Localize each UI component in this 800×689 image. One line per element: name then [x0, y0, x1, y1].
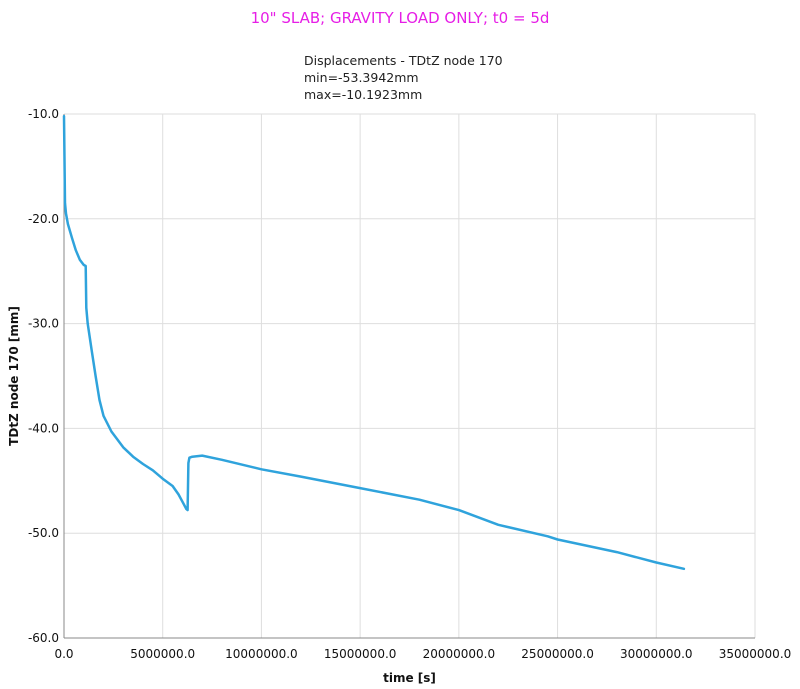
- y-tick-label: -10.0: [28, 107, 59, 121]
- series-line-tdtz-node-170: [62, 114, 686, 571]
- page-title: 10" SLAB; GRAVITY LOAD ONLY; t0 = 5d: [250, 9, 550, 27]
- y-tick-label: -60.0: [28, 631, 59, 645]
- grid-layer: [63, 113, 756, 639]
- x-axis-label: time [s]: [383, 671, 436, 685]
- y-tick-label: -50.0: [28, 526, 59, 540]
- chart-min-label: min=-53.3942mm: [304, 70, 419, 85]
- y-tick-label: -40.0: [28, 421, 59, 435]
- axes-layer: [63, 114, 755, 639]
- x-tick-labels: 0.0 5000000.0 10000000.0 15000000.0 20000000…: [54, 647, 791, 661]
- chart-title: Displacements - TDtZ node 170: [304, 53, 503, 68]
- y-tick-label: -20.0: [28, 212, 59, 226]
- x-tick-label: 30000000.0: [620, 647, 693, 661]
- y-axis-label: TDtZ node 170 [mm]: [7, 306, 21, 446]
- chart-max-label: max=-10.1923mm: [304, 87, 423, 102]
- x-tick-label: 10000000.0: [225, 647, 298, 661]
- x-tick-label: 20000000.0: [423, 647, 496, 661]
- x-tick-label: 5000000.0: [130, 647, 195, 661]
- x-tick-label: 0.0: [54, 647, 73, 661]
- y-tick-label: -30.0: [28, 317, 59, 331]
- x-tick-label: 35000000.0: [719, 647, 792, 661]
- x-tick-label: 15000000.0: [324, 647, 397, 661]
- x-tick-label: 25000000.0: [521, 647, 594, 661]
- y-tick-labels: -10.0 -20.0 -30.0 -40.0 -50.0 -60.0: [28, 107, 59, 645]
- chart-subtitle: Displacements - TDtZ node 170 min=-53.39…: [304, 52, 503, 103]
